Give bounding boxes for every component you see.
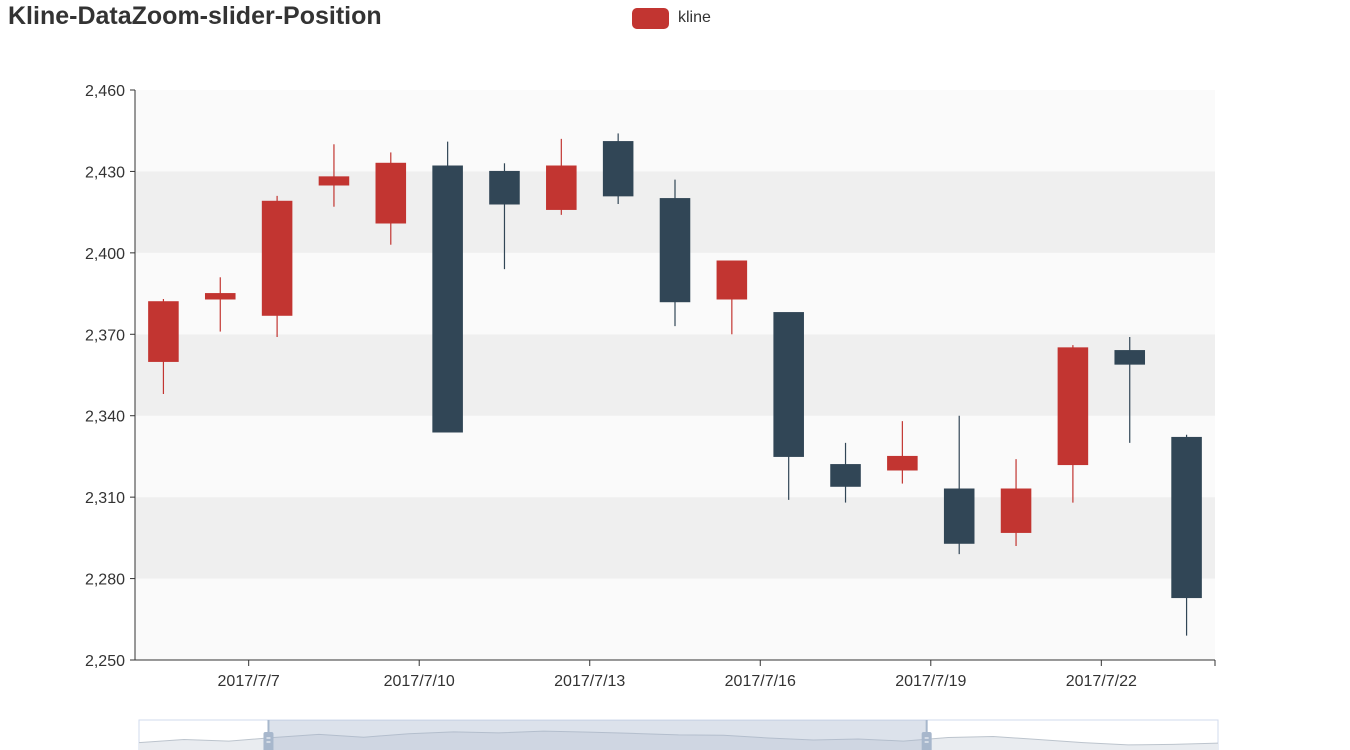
candle — [1000, 459, 1032, 546]
chart-title: Kline-DataZoom-slider-Position — [8, 2, 382, 30]
candle-body — [489, 170, 520, 205]
y-tick-label: 2,250 — [85, 653, 125, 670]
candle — [375, 152, 407, 245]
split-area-band — [135, 415, 1215, 498]
candle-body — [204, 293, 236, 300]
candle — [830, 442, 861, 503]
candle-body — [830, 464, 861, 487]
candle — [546, 138, 577, 215]
candle — [773, 312, 804, 500]
slider-handle-end[interactable] — [921, 720, 932, 750]
split-area-band — [135, 334, 1215, 416]
candle-body — [261, 200, 293, 316]
split-area-band — [135, 497, 1215, 579]
legend-label: kline — [678, 9, 711, 26]
datazoom-slider — [138, 719, 1219, 750]
y-tick-label: 2,460 — [85, 83, 125, 100]
candle — [1057, 345, 1089, 503]
candle-body — [148, 301, 179, 362]
slider-data-shadow — [139, 731, 1218, 750]
candle — [602, 133, 634, 204]
y-tick-label: 2,430 — [85, 164, 125, 181]
slider-handle-grip — [921, 732, 932, 750]
candle-body — [432, 165, 463, 433]
candle — [204, 277, 236, 332]
y-tick-label: 2,340 — [85, 409, 125, 426]
candle — [887, 421, 918, 484]
split-area-band — [135, 90, 1215, 172]
candle — [943, 415, 975, 555]
slider-selected-range[interactable] — [268, 720, 927, 750]
x-tick-label: 2017/7/22 — [1066, 673, 1137, 690]
candle — [261, 195, 293, 337]
candle-body — [773, 312, 804, 457]
candle-body — [1171, 436, 1202, 599]
candle-body — [602, 141, 634, 197]
axes: 2,250 2,280 2,310 2,340 2,370 2,400 2,430 2,460… — [85, 83, 1216, 690]
slider-handle-start[interactable] — [263, 720, 274, 750]
y-tick-label: 2,370 — [85, 327, 125, 344]
x-tick-label: 2017/7/13 — [554, 673, 625, 690]
split-area-band — [135, 578, 1215, 660]
candle-body — [659, 198, 691, 303]
candle — [432, 141, 463, 433]
x-tick-label: 2017/7/16 — [725, 673, 796, 690]
slider-handle-grip — [263, 732, 274, 750]
candle — [716, 260, 748, 335]
split-area-bands — [135, 90, 1215, 660]
y-tick-label: 2,280 — [85, 572, 125, 589]
y-tick-label: 2,310 — [85, 490, 125, 507]
candle-body — [1114, 350, 1146, 365]
candle-body — [1057, 347, 1089, 466]
candle-body — [943, 488, 975, 544]
legend-swatch — [632, 7, 669, 29]
candle-body — [546, 165, 577, 210]
candle — [1114, 337, 1146, 443]
candle-body — [887, 455, 918, 471]
candle-body — [318, 176, 350, 186]
slider-frame — [138, 719, 1219, 750]
legend-item-kline[interactable]: kline — [632, 7, 711, 29]
candle — [659, 179, 691, 327]
candle-body — [375, 162, 407, 224]
x-tick-label: 2017/7/7 — [218, 673, 280, 690]
y-tick-label: 2,400 — [85, 246, 125, 263]
slider-data-line — [138, 730, 1219, 746]
candle — [1171, 434, 1202, 636]
x-tick-label: 2017/7/10 — [384, 673, 455, 690]
candle — [489, 163, 520, 270]
candle-body — [716, 260, 748, 300]
candles — [148, 133, 1202, 636]
candle — [318, 144, 350, 207]
candle-body — [1000, 488, 1032, 533]
x-tick-label: 2017/7/19 — [895, 673, 966, 690]
candle — [148, 299, 179, 394]
